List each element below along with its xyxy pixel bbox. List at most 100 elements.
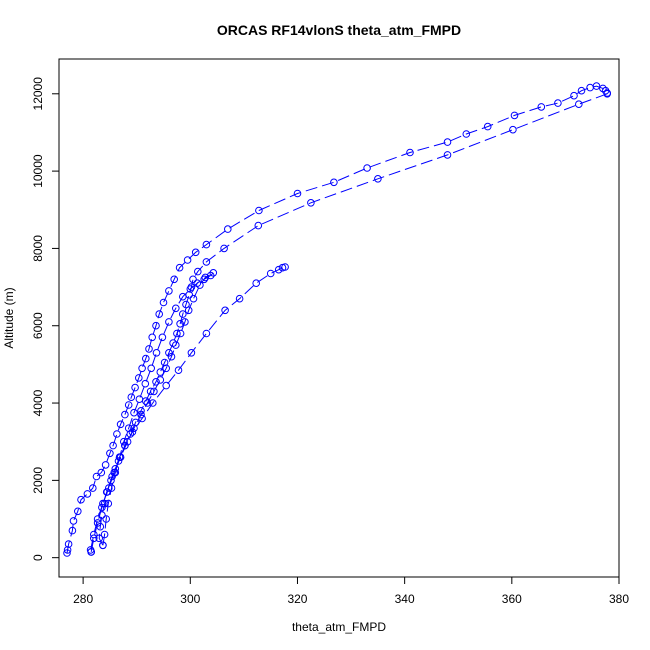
data-point (96, 522, 105, 531)
data-point (101, 461, 110, 469)
data-point (184, 306, 193, 315)
data-point (406, 148, 414, 157)
data-point (83, 490, 92, 498)
y-tick-label: 12000 (31, 77, 45, 111)
data-point (200, 275, 208, 284)
data-point (100, 530, 109, 539)
x-tick-label: 360 (502, 592, 522, 606)
data-point (145, 345, 153, 353)
data-point (165, 287, 173, 295)
data-point (123, 437, 132, 446)
data-point (63, 546, 72, 554)
data-point (179, 292, 187, 301)
data-point (179, 310, 187, 318)
data-point (121, 410, 129, 419)
x-tick-label: 280 (73, 592, 93, 606)
data-point (152, 321, 160, 330)
data-point (165, 318, 173, 326)
data-point (130, 424, 138, 433)
data-point (175, 263, 184, 272)
x-tick-label: 380 (609, 592, 629, 606)
data-point (586, 83, 594, 92)
data-point (104, 499, 113, 508)
data-point (554, 99, 562, 107)
data-point (462, 130, 471, 138)
data-point (156, 368, 165, 376)
data-point (194, 267, 202, 276)
data-point (138, 414, 146, 423)
data-point (209, 269, 218, 277)
data-point (255, 206, 263, 215)
data-point (63, 549, 71, 557)
data-point (87, 548, 95, 556)
data-point (570, 91, 578, 100)
data-point (266, 269, 275, 278)
data-point (149, 399, 157, 407)
data-point (114, 457, 123, 465)
data-point (105, 484, 113, 492)
data-point (170, 275, 178, 284)
data-point (374, 175, 382, 183)
data-point (202, 329, 211, 338)
data-point (138, 364, 146, 373)
data-point (77, 495, 85, 504)
data-point (189, 294, 198, 303)
data-point (131, 383, 139, 392)
data-point (603, 90, 612, 98)
data-point (93, 519, 102, 527)
data-point (90, 530, 98, 539)
data-point (201, 273, 210, 282)
data-points (63, 82, 612, 557)
data-point (135, 395, 144, 404)
data-point (293, 189, 302, 198)
data-point (74, 507, 82, 516)
y-tick-label: 8000 (31, 235, 45, 262)
data-point (102, 515, 110, 523)
data-point (113, 430, 121, 438)
data-point (274, 265, 283, 274)
data-point (307, 199, 315, 207)
y-tick-label: 0 (31, 554, 45, 561)
series-line-3 (90, 272, 214, 553)
data-point (128, 428, 137, 436)
data-point (93, 515, 102, 523)
data-point (172, 304, 180, 313)
y-tick-label: 4000 (31, 389, 45, 416)
data-point (174, 366, 183, 375)
data-point (206, 271, 215, 280)
series-line-4 (90, 266, 286, 552)
plot-frame (58, 58, 620, 578)
data-point (137, 407, 145, 415)
data-point (143, 399, 152, 407)
data-point (97, 468, 106, 477)
data-point (186, 285, 195, 293)
data-point (146, 387, 155, 396)
x-tick-label: 300 (180, 592, 200, 606)
data-point (183, 256, 192, 264)
data-point (152, 349, 161, 357)
data-point (159, 298, 168, 307)
y-tick-label: 10000 (31, 154, 45, 188)
data-point (150, 387, 158, 396)
data-point (330, 178, 338, 187)
series-line-2 (98, 93, 608, 546)
x-axis-label: theta_atm_FMPD (292, 620, 386, 634)
data-point (127, 393, 136, 402)
data-point (124, 401, 133, 409)
data-point (196, 281, 204, 289)
data-point (483, 122, 492, 131)
data-point (121, 441, 129, 450)
data-point (156, 376, 165, 384)
data-point (108, 472, 116, 481)
data-point (89, 484, 97, 492)
data-point (221, 306, 229, 315)
data-point (111, 465, 120, 473)
data-point (281, 263, 289, 271)
data-point (577, 86, 586, 95)
data-point (68, 526, 77, 535)
x-tick-label: 320 (287, 592, 307, 606)
y-axis: 0 2000 4000 6000 8000 10000 12000 (31, 77, 59, 561)
data-point (98, 503, 106, 512)
